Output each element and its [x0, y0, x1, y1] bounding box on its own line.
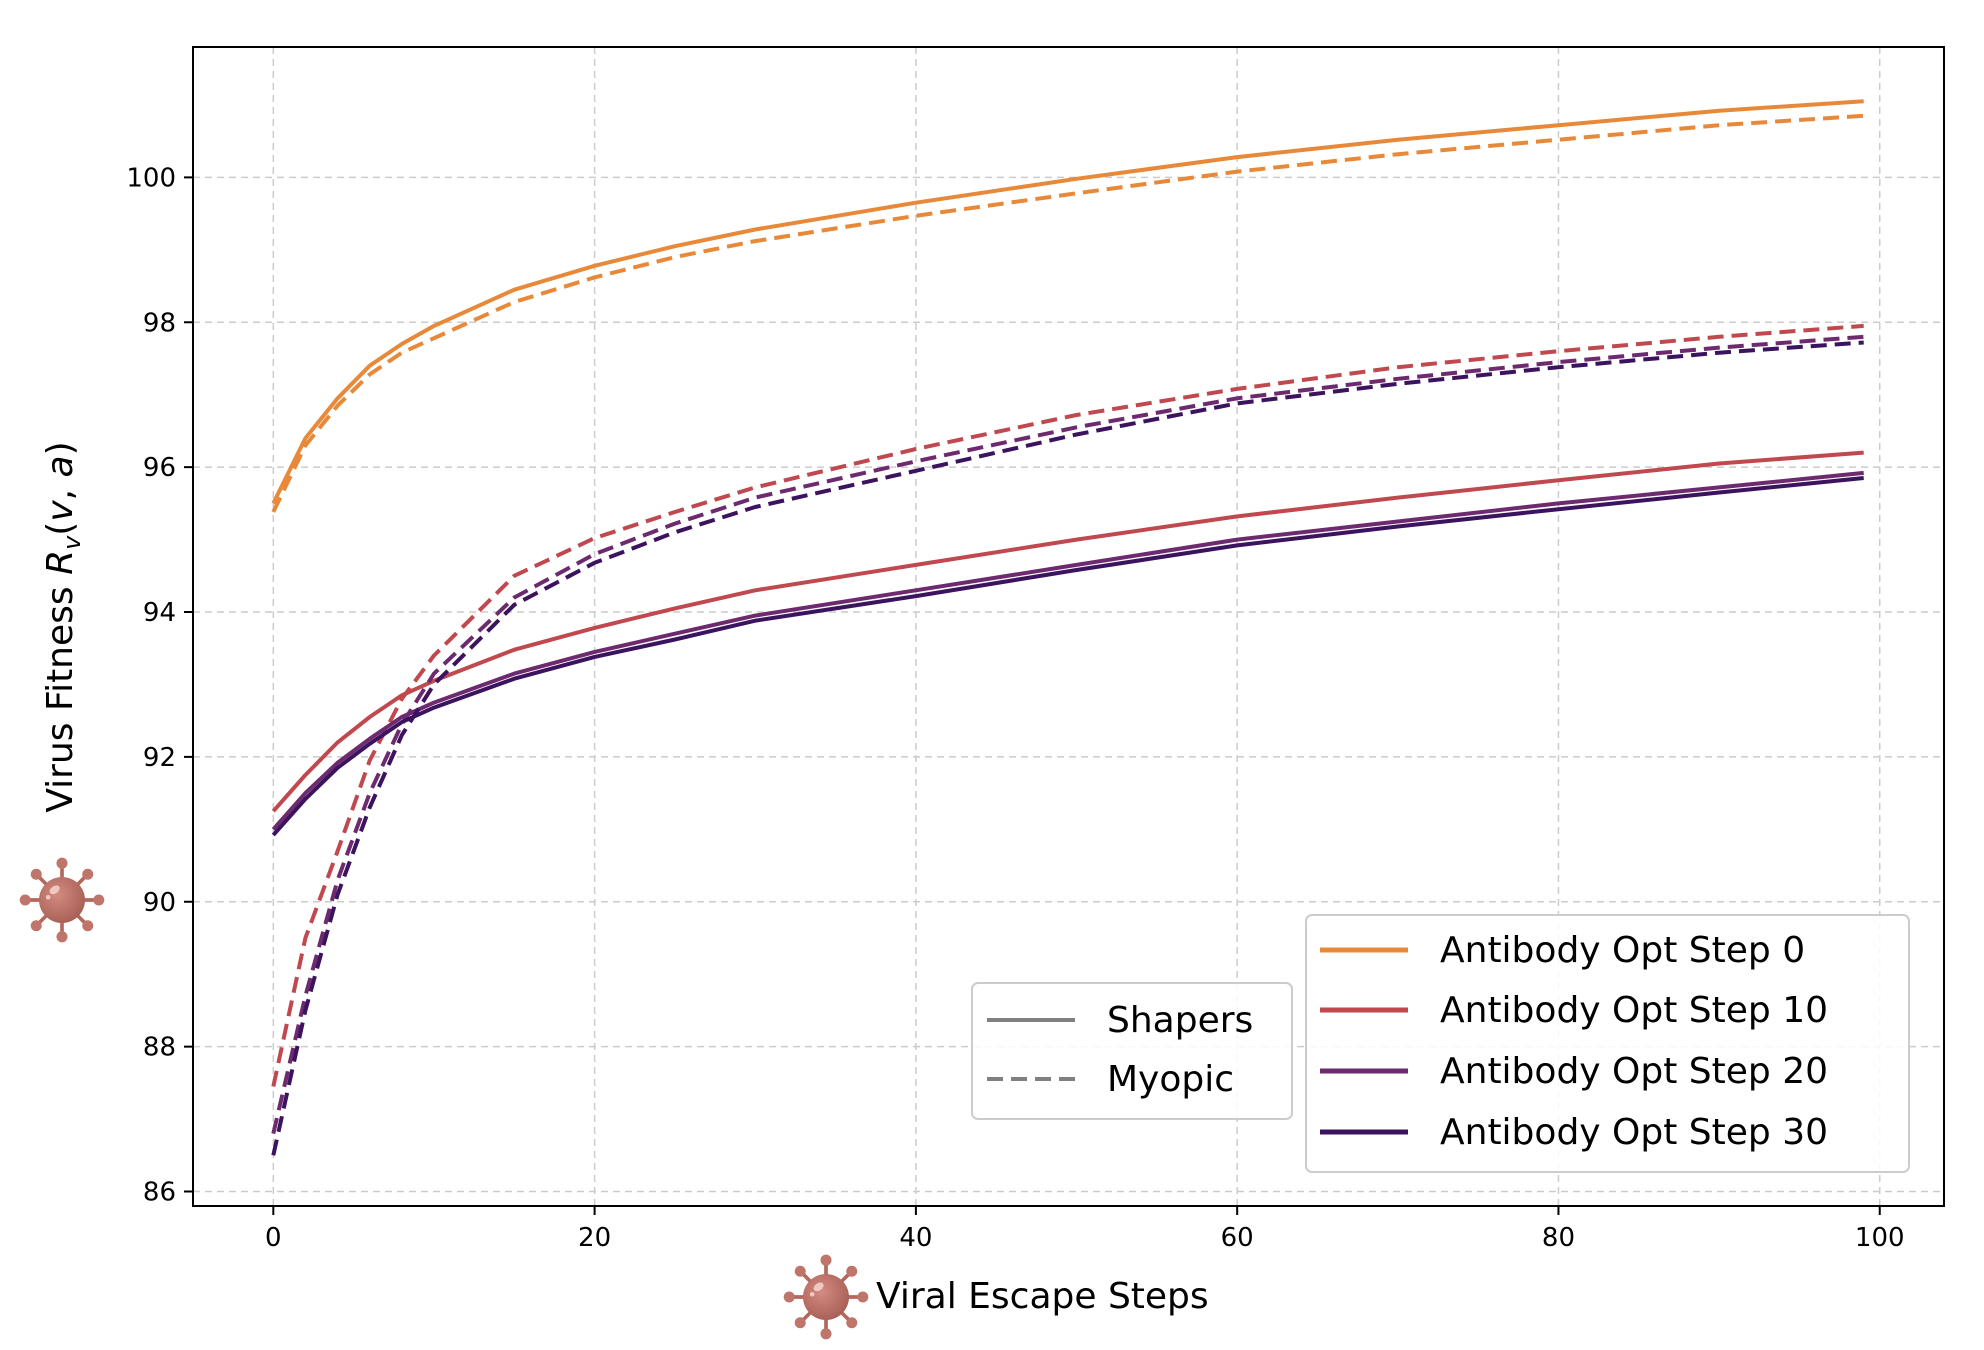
legend-antibody-step: Antibody Opt Step 0 Antibody Opt Step 10…: [1305, 914, 1910, 1173]
legend-box: [971, 982, 1293, 1120]
y-tick-label: 92: [143, 743, 176, 773]
y-tick-label: 96: [143, 453, 176, 483]
legend-label-step30: Antibody Opt Step 30: [1440, 1112, 1828, 1153]
y-tick-label: 88: [143, 1033, 176, 1063]
series-layer: [271, 99, 1864, 1156]
series-line-step0-solid: [271, 99, 1864, 505]
axis-ticks: 0 20 40 60 80 100 86 88 90 92 94 96 98 100: [126, 163, 1904, 1253]
virus-icon: [781, 1252, 871, 1342]
legend-line-style: Shapers Myopic: [971, 982, 1293, 1120]
series-line-step30-solid: [271, 476, 1864, 837]
x-tick-label: 60: [1221, 1223, 1254, 1253]
x-tick-label: 0: [265, 1223, 282, 1253]
series-line-step20-solid: [271, 470, 1864, 831]
legend-label-step10: Antibody Opt Step 10: [1440, 990, 1828, 1031]
series-line-step10-solid: [271, 450, 1864, 813]
x-axis-label: Viral Escape Steps: [876, 1276, 1209, 1317]
x-tick-label: 100: [1855, 1223, 1905, 1253]
legend-box: [1305, 914, 1910, 1173]
x-tick-label: 40: [899, 1223, 932, 1253]
y-tick-label: 94: [143, 598, 176, 628]
legend-label-step20: Antibody Opt Step 20: [1440, 1051, 1828, 1092]
virus-icon: [17, 855, 107, 945]
series-line-step0-dashed: [271, 113, 1864, 513]
grid: [193, 47, 1944, 1206]
plot-frame: [192, 46, 1945, 1207]
legend-label-myopic: Myopic: [1107, 1059, 1234, 1100]
y-tick-label: 90: [143, 888, 176, 918]
y-tick-label: 98: [143, 308, 176, 338]
series-line-step10-dashed: [271, 323, 1864, 1087]
y-tick-label: 100: [126, 163, 176, 193]
x-tick-label: 20: [578, 1223, 611, 1253]
legend-label-shapers: Shapers: [1107, 1000, 1253, 1041]
legend-label-step0: Antibody Opt Step 0: [1440, 930, 1805, 971]
series-line-step20-dashed: [271, 334, 1864, 1135]
y-axis-label: Virus Fitness Rv(v, a): [40, 441, 86, 812]
x-tick-label: 80: [1542, 1223, 1575, 1253]
y-tick-label: 86: [143, 1178, 176, 1208]
